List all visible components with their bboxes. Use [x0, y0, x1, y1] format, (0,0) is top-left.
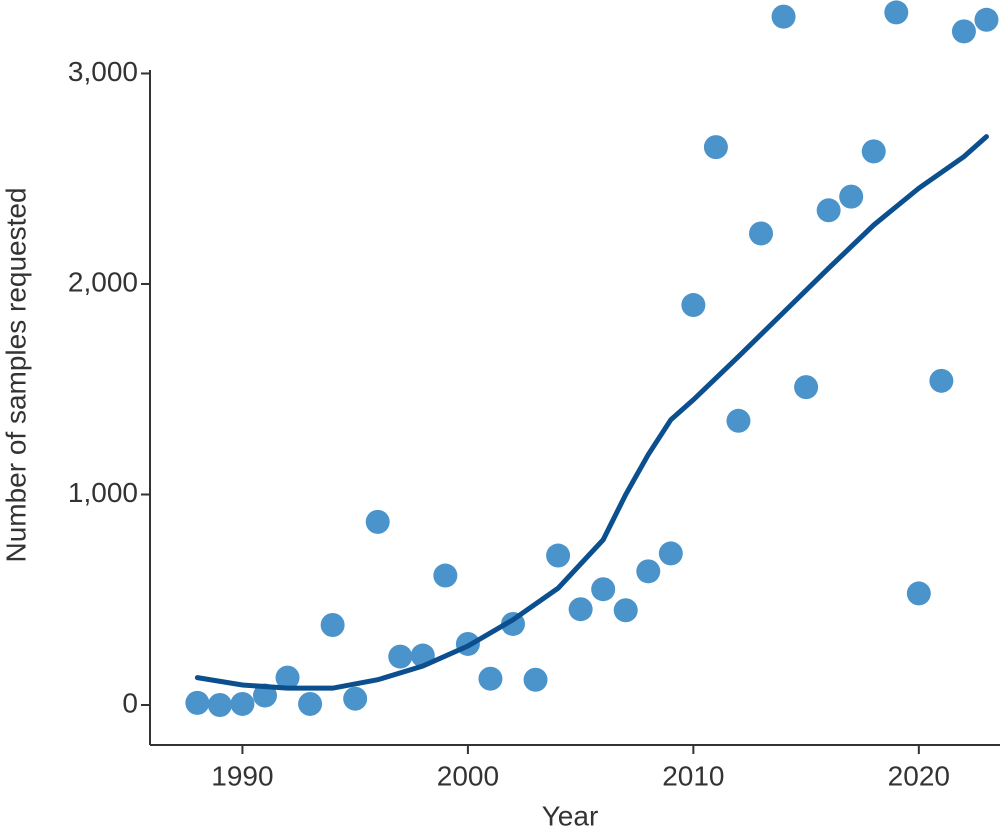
point [658, 541, 683, 566]
point [794, 375, 819, 400]
point [816, 198, 841, 223]
point [861, 139, 886, 164]
point [906, 581, 931, 606]
point [365, 509, 390, 534]
point [320, 613, 345, 638]
point [749, 221, 774, 246]
point [884, 0, 909, 25]
point [951, 19, 976, 44]
point [681, 293, 706, 318]
point [343, 686, 368, 711]
point [252, 683, 277, 708]
point [207, 693, 232, 718]
point [929, 368, 954, 393]
point [568, 597, 593, 622]
point [478, 666, 503, 691]
trend-line [194, 134, 989, 691]
point [974, 7, 999, 32]
point [546, 543, 571, 568]
point [613, 598, 638, 623]
x-axis-title: Year [542, 800, 599, 831]
point [275, 665, 300, 690]
point [703, 135, 728, 160]
point [523, 667, 548, 692]
point [636, 559, 661, 584]
point [185, 690, 210, 715]
point [839, 184, 864, 209]
point [726, 408, 751, 433]
x-tick-label: 1990 [211, 760, 273, 791]
point [591, 577, 616, 602]
y-tick-label: 1,000 [68, 477, 138, 508]
y-tick-label: 3,000 [68, 56, 138, 87]
x-tick-label: 2000 [437, 760, 499, 791]
x-tick-label: 2010 [662, 760, 724, 791]
y-axis-title: Number of samples requested [0, 187, 31, 562]
point [433, 563, 458, 588]
point [298, 691, 323, 716]
y-tick-label: 0 [122, 687, 138, 718]
point [230, 691, 255, 716]
x-tick-label: 2020 [888, 760, 950, 791]
point [388, 644, 413, 669]
y-tick-label: 2,000 [68, 266, 138, 297]
point [771, 4, 796, 29]
